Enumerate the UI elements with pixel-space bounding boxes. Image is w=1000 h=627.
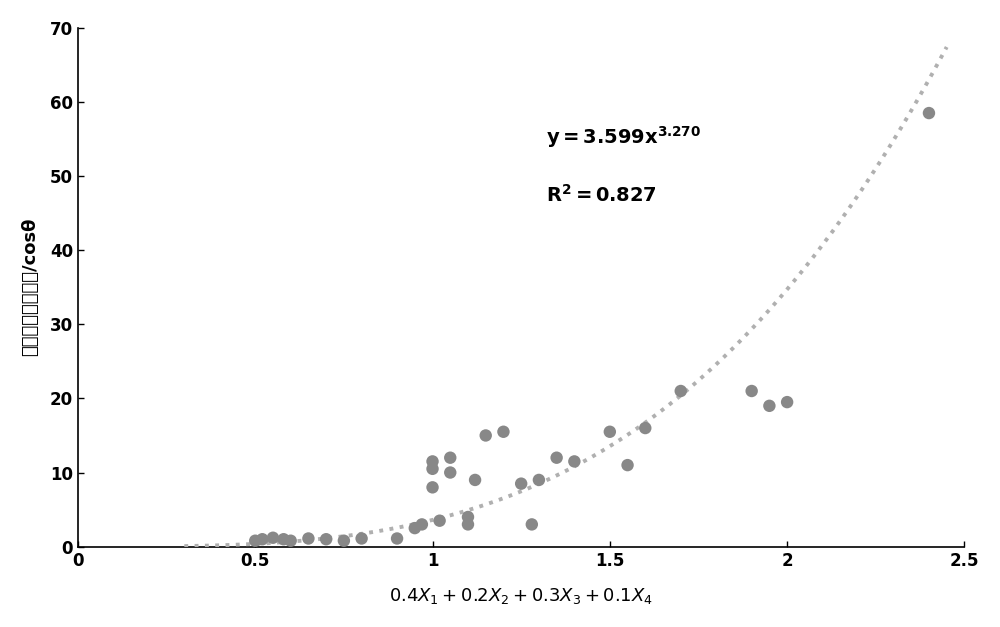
Point: [283, 535, 299, 545]
Point: [407, 523, 423, 533]
Point: [495, 427, 511, 437]
Point: [460, 512, 476, 522]
X-axis label: $0.4X_1+0.2X_2+0.3X_3+0.1X_4$: $0.4X_1+0.2X_2+0.3X_3+0.1X_4$: [389, 586, 653, 606]
Point: [921, 108, 937, 118]
Point: [247, 535, 263, 545]
Point: [744, 386, 760, 396]
Point: [779, 397, 795, 407]
Point: [425, 482, 441, 492]
Point: [524, 519, 540, 529]
Point: [566, 456, 582, 466]
Point: [432, 515, 448, 525]
Point: [602, 427, 618, 437]
Point: [300, 534, 316, 544]
Point: [318, 534, 334, 544]
Point: [549, 453, 565, 463]
Y-axis label: 油气纵向分流比例/cosθ: 油气纵向分流比例/cosθ: [21, 218, 39, 356]
Point: [460, 519, 476, 529]
Point: [276, 534, 292, 544]
Point: [620, 460, 636, 470]
Point: [761, 401, 777, 411]
Point: [442, 468, 458, 478]
Point: [389, 534, 405, 544]
Point: [442, 453, 458, 463]
Point: [637, 423, 653, 433]
Point: [513, 478, 529, 488]
Point: [414, 519, 430, 529]
Point: [531, 475, 547, 485]
Point: [673, 386, 689, 396]
Point: [265, 533, 281, 543]
Point: [467, 475, 483, 485]
Point: [478, 431, 494, 441]
Point: [425, 456, 441, 466]
Point: [336, 535, 352, 545]
Text: $\mathbf{R^2 = 0.827}$: $\mathbf{R^2 = 0.827}$: [546, 184, 657, 206]
Point: [254, 534, 270, 544]
Point: [354, 534, 370, 544]
Point: [425, 464, 441, 474]
Text: $\mathbf{y = 3.599x^{3.270}}$: $\mathbf{y = 3.599x^{3.270}}$: [546, 124, 701, 150]
